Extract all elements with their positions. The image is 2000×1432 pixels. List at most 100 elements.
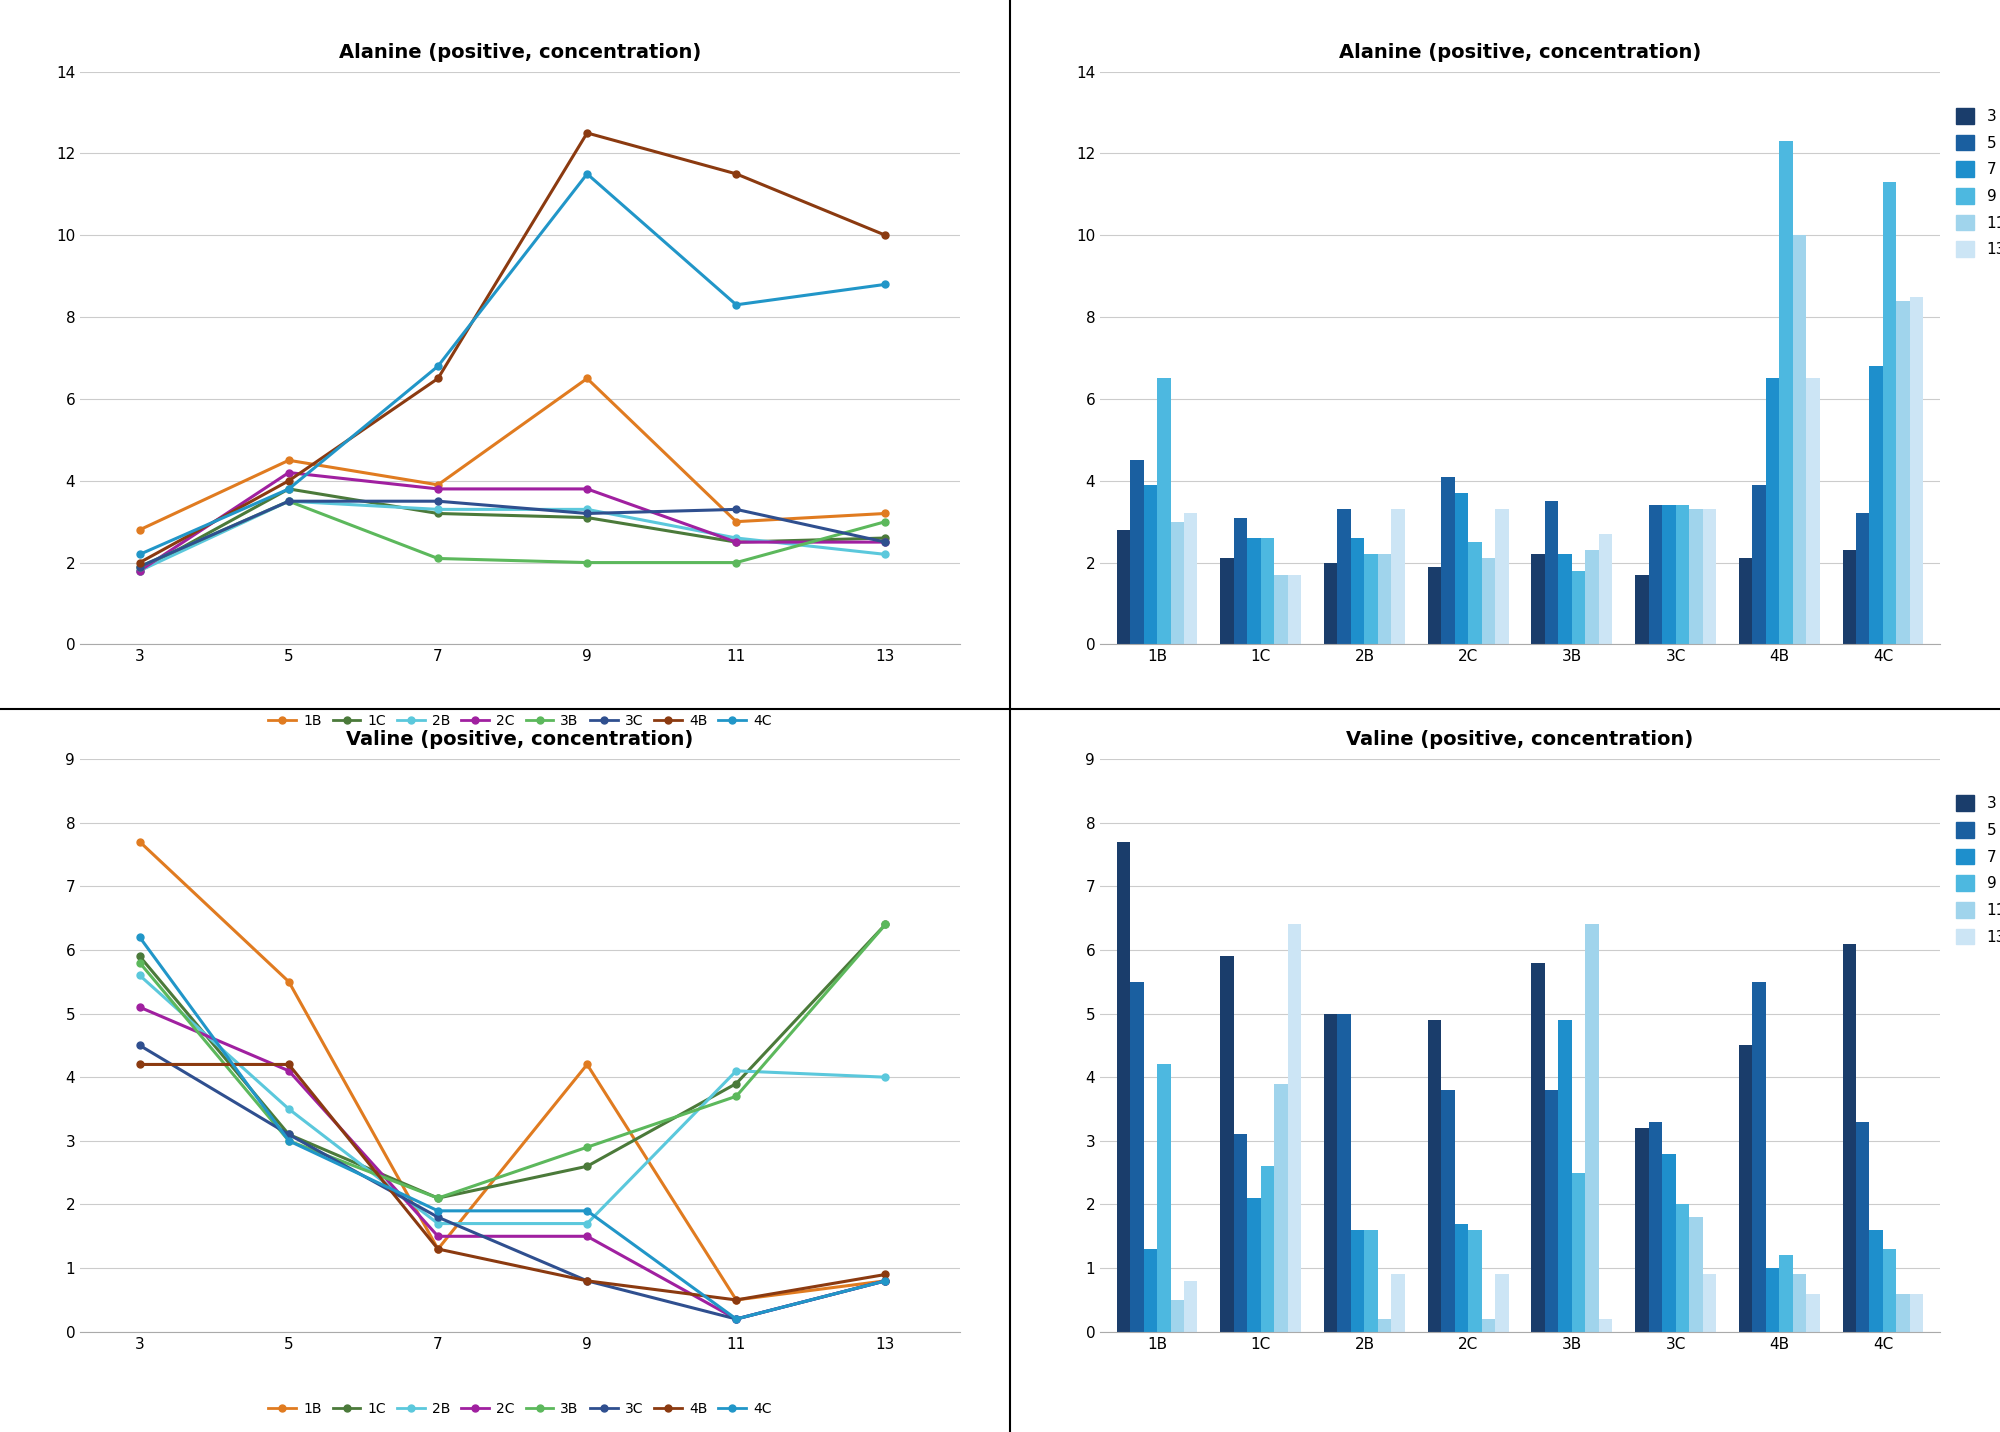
Bar <box>1766 1269 1780 1332</box>
2C <box>128 563 152 580</box>
Bar <box>1738 1045 1752 1332</box>
4C <box>724 296 748 314</box>
3C <box>576 1272 600 1289</box>
Bar <box>1648 1121 1662 1332</box>
Bar <box>1662 1154 1676 1332</box>
Bar <box>1350 538 1364 644</box>
4C <box>724 1310 748 1327</box>
Bar <box>1806 1293 1820 1332</box>
Bar <box>1752 485 1766 644</box>
1C <box>276 1126 300 1143</box>
2B <box>724 1063 748 1080</box>
2C <box>874 534 898 551</box>
Bar <box>1792 235 1806 644</box>
2B <box>276 1100 300 1117</box>
4B <box>576 125 600 142</box>
2C <box>276 464 300 481</box>
2B <box>874 1068 898 1085</box>
Bar <box>1158 1064 1170 1332</box>
Bar <box>1690 510 1702 644</box>
1C <box>128 563 152 580</box>
Line: 1B: 1B <box>136 375 888 533</box>
Line: 1B: 1B <box>136 838 888 1303</box>
Line: 3C: 3C <box>136 1042 888 1323</box>
Bar <box>1428 1020 1442 1332</box>
Bar <box>1842 550 1856 644</box>
4C <box>128 928 152 945</box>
3B <box>276 1133 300 1150</box>
2C <box>426 480 450 497</box>
3C <box>724 501 748 518</box>
4C <box>576 1203 600 1220</box>
Bar <box>1648 505 1662 644</box>
Bar <box>1184 514 1198 644</box>
1B <box>576 369 600 387</box>
Bar <box>1766 378 1780 644</box>
Bar <box>1636 574 1648 644</box>
Bar <box>1558 1020 1572 1332</box>
Line: 4C: 4C <box>136 170 888 558</box>
Bar <box>1468 543 1482 644</box>
Bar <box>1130 460 1144 644</box>
Bar <box>1248 538 1260 644</box>
Bar <box>1806 378 1820 644</box>
Line: 3B: 3B <box>136 921 888 1201</box>
Line: 3B: 3B <box>136 498 888 570</box>
Line: 1C: 1C <box>136 921 888 1201</box>
Bar <box>1324 1014 1338 1332</box>
1C <box>724 1075 748 1093</box>
1C <box>426 505 450 523</box>
2C <box>426 1227 450 1244</box>
Bar <box>1882 1249 1896 1332</box>
2B <box>128 967 152 984</box>
3B <box>426 1190 450 1207</box>
4B <box>426 369 450 387</box>
2C <box>576 480 600 497</box>
Bar <box>1288 574 1302 644</box>
Bar <box>1896 301 1910 644</box>
4B <box>874 226 898 243</box>
Bar <box>1676 1204 1690 1332</box>
3B <box>724 554 748 571</box>
Bar <box>1558 554 1572 644</box>
Bar <box>1234 517 1248 644</box>
2B <box>276 493 300 510</box>
Bar <box>1350 1230 1364 1332</box>
2C <box>874 1272 898 1289</box>
2C <box>128 998 152 1015</box>
Line: 4B: 4B <box>136 1061 888 1303</box>
4C <box>576 165 600 182</box>
4C <box>128 546 152 563</box>
Bar <box>1702 510 1716 644</box>
2C <box>724 534 748 551</box>
Bar <box>1130 982 1144 1332</box>
Bar <box>1260 538 1274 644</box>
1C <box>576 508 600 526</box>
4C <box>426 358 450 375</box>
Bar <box>1392 510 1404 644</box>
3C <box>724 1310 748 1327</box>
Bar <box>1144 1249 1158 1332</box>
Bar <box>1144 485 1158 644</box>
Bar <box>1468 1230 1482 1332</box>
3B <box>576 1138 600 1156</box>
Bar <box>1572 571 1586 644</box>
2C <box>576 1227 600 1244</box>
1B <box>576 1055 600 1073</box>
3C <box>426 1209 450 1226</box>
Bar <box>1378 1319 1392 1332</box>
1B <box>724 513 748 530</box>
4C <box>874 276 898 294</box>
Bar <box>1896 1293 1910 1332</box>
1B <box>426 1240 450 1257</box>
Bar <box>1752 982 1766 1332</box>
1C <box>128 948 152 965</box>
Bar <box>1636 1128 1648 1332</box>
Bar <box>1442 477 1454 644</box>
Bar <box>1910 1293 1924 1332</box>
3B <box>576 554 600 571</box>
Bar <box>1260 1166 1274 1332</box>
4B <box>128 554 152 571</box>
Bar <box>1586 925 1598 1332</box>
Title: Valine (positive, concentration): Valine (positive, concentration) <box>346 730 694 749</box>
